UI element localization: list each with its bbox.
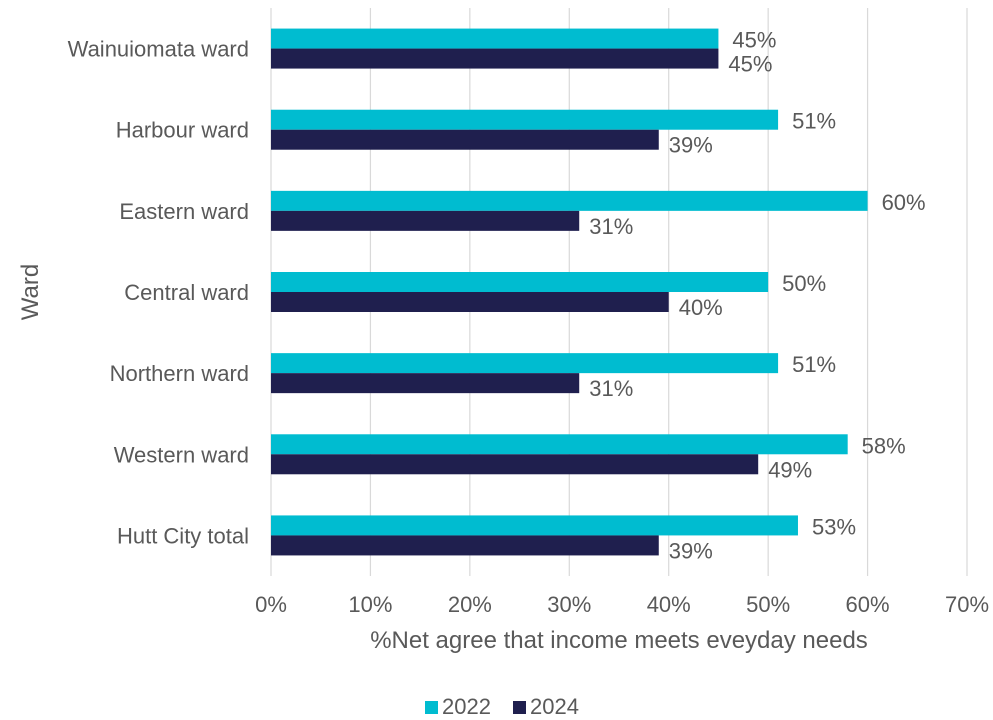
data-label-2024: 39% <box>669 133 713 158</box>
bar-2024 <box>271 535 659 556</box>
x-tick-labels: 0% 10% 20% 30% 40% 50% 60% 70% <box>255 592 989 617</box>
bar-2024 <box>271 292 669 312</box>
data-label-2022: 50% <box>782 271 826 296</box>
category-label: Wainuiomata ward <box>68 37 249 62</box>
data-labels: 45%45% 51% 39% 60% 31% 50% 40% 51% 31% 58% 49% 53% 3… <box>589 28 925 564</box>
legend-swatch-2022 <box>425 701 438 714</box>
bar-2024 <box>271 373 580 394</box>
x-tick-label: 60% <box>846 592 890 617</box>
x-axis-title: %Net agree that income meets eveyday nee… <box>370 627 868 654</box>
category-label: Western ward <box>114 442 249 467</box>
bar-2024 <box>271 210 580 231</box>
data-label-2022: 45% <box>732 28 776 53</box>
data-label-2024: 31% <box>589 214 633 239</box>
legend-label-2024: 2024 <box>530 694 579 719</box>
bar-2022 <box>271 28 719 49</box>
x-tick-label: 40% <box>647 592 691 617</box>
legend-label-2022: 2022 <box>442 694 491 719</box>
data-label-2024: 39% <box>669 538 713 563</box>
data-label-2022: 51% <box>792 109 836 134</box>
bar-2024 <box>271 129 659 150</box>
bar-2022 <box>271 190 868 211</box>
bar-2024 <box>271 48 719 69</box>
category-label: Eastern ward <box>119 199 249 224</box>
x-tick-label: 50% <box>746 592 790 617</box>
y-axis-title: Ward <box>17 264 44 320</box>
legend-swatch-2024 <box>513 701 526 714</box>
bars <box>271 28 868 556</box>
category-label: Hutt City total <box>117 523 249 548</box>
category-label: Northern ward <box>110 361 249 386</box>
data-label-2022: 53% <box>812 514 856 539</box>
data-label-2024: 49% <box>768 457 812 482</box>
x-tick-label: 0% <box>255 592 287 617</box>
category-label: Central ward <box>124 280 249 305</box>
data-label-2024: 45% <box>728 52 772 77</box>
bar-2022 <box>271 515 798 536</box>
bar-2022 <box>271 353 779 374</box>
x-tick-label: 30% <box>547 592 591 617</box>
bar-2022 <box>271 272 769 292</box>
x-tick-label: 10% <box>348 592 392 617</box>
data-label-2022: 58% <box>862 433 906 458</box>
data-label-2022: 60% <box>882 190 926 215</box>
bar-2022 <box>271 109 779 130</box>
category-labels: Wainuiomata ward Harbour ward Eastern ward… <box>68 37 249 549</box>
data-label-2024: 40% <box>679 295 723 320</box>
bar-2022 <box>271 434 848 455</box>
x-tick-label: 20% <box>448 592 492 617</box>
legend: 2022 2024 <box>425 694 579 719</box>
data-label-2024: 31% <box>589 376 633 401</box>
bar-2024 <box>271 454 759 475</box>
x-tick-label: 70% <box>945 592 989 617</box>
data-label-2022: 51% <box>792 352 836 377</box>
category-label: Harbour ward <box>116 118 249 143</box>
